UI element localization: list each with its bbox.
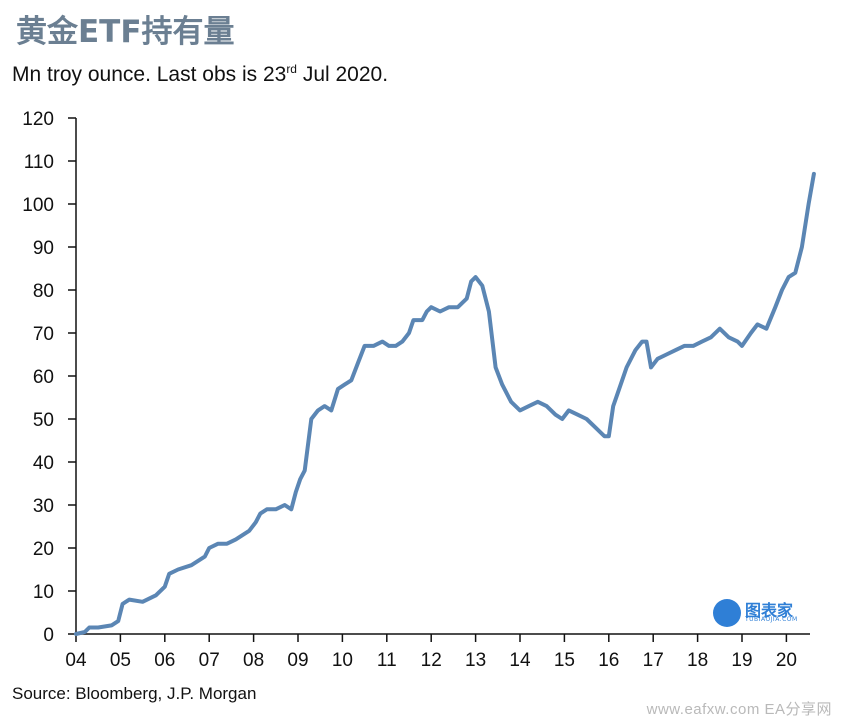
y-tick-label: 60 [33, 367, 54, 388]
y-tick-label: 80 [33, 281, 54, 302]
x-tick-label: 04 [65, 650, 87, 671]
subtitle-superscript: rd [286, 62, 297, 76]
x-tick-label: 17 [643, 650, 664, 671]
y-tick-label: 90 [33, 238, 54, 259]
logo-mark-icon [713, 599, 741, 627]
y-tick-label: 100 [22, 195, 54, 216]
y-tick-label: 120 [22, 109, 54, 130]
y-tick-label: 70 [33, 324, 54, 345]
source-note: Source: Bloomberg, J.P. Morgan [12, 684, 257, 703]
x-tick-label: 08 [243, 650, 264, 671]
x-tick-label: 14 [509, 650, 531, 671]
y-tick-label: 30 [33, 496, 54, 517]
y-tick-label: 110 [24, 152, 54, 173]
logo-text: 图表家 [745, 601, 794, 620]
series-line [74, 171, 816, 636]
x-tick-label: 13 [465, 650, 486, 671]
chart-title: 黄金ETF持有量 [16, 14, 235, 50]
x-tick-label: 15 [554, 650, 575, 671]
y-tick-label: 10 [33, 582, 54, 603]
x-tick-label: 20 [776, 650, 797, 671]
y-tick-label: 50 [33, 410, 54, 431]
x-tick-label: 09 [287, 650, 308, 671]
x-tick-label: 16 [598, 650, 619, 671]
y-axis: 0 10 20 30 40 50 60 70 80 90 100 110 120 [22, 109, 76, 646]
x-tick-label: 12 [421, 650, 442, 671]
x-tick-label: 19 [731, 650, 752, 671]
logo-subtext: TUBIAOJIA.COM [745, 616, 798, 623]
y-tick-label: 0 [43, 625, 54, 646]
x-axis: 04 05 06 07 08 09 10 11 12 13 14 15 16 17 18 19 20 [65, 634, 797, 671]
subtitle-text: Mn troy ounce. Last obs is 23 [12, 63, 287, 86]
x-tick-label: 11 [377, 650, 397, 671]
subtitle-date: Jul 2020. [296, 63, 389, 86]
x-tick-label: 06 [154, 650, 175, 671]
y-tick-label: 20 [33, 539, 54, 560]
tubiaojia-logo: 图表家 TUBIAOJIA.COM [713, 597, 805, 629]
x-tick-label: 18 [687, 650, 708, 671]
x-tick-label: 10 [332, 650, 353, 671]
x-tick-label: 05 [110, 650, 131, 671]
footer-watermark: www.eafxw.com EA分享网 [646, 701, 832, 718]
y-tick-label: 40 [33, 453, 54, 474]
x-tick-label: 07 [199, 650, 220, 671]
chart-subtitle: Mn troy ounce. Last obs is 23rd Jul 2020… [12, 62, 388, 87]
